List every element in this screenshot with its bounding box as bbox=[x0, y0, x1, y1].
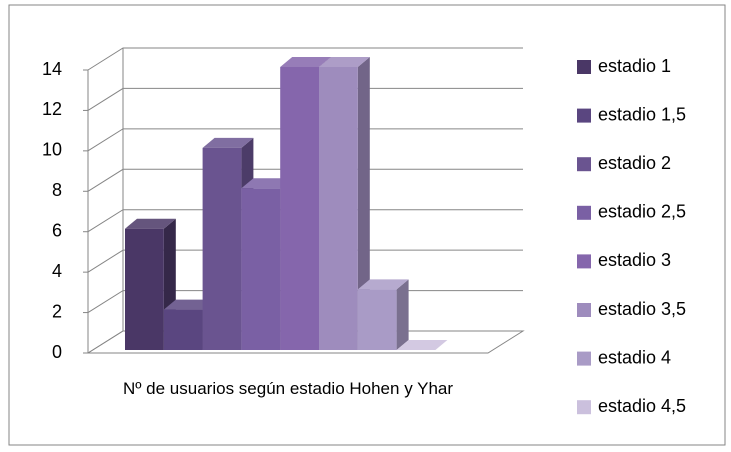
legend-label: estadio 4,5 bbox=[598, 396, 686, 416]
bar bbox=[396, 340, 448, 350]
y-tick-label: 10 bbox=[42, 140, 62, 160]
legend-swatch bbox=[577, 303, 591, 317]
x-category-label: Nº de usuarios según estadio Hohen y Yha… bbox=[122, 379, 454, 398]
legend-swatch bbox=[577, 400, 591, 415]
bar-top bbox=[125, 218, 176, 229]
legend-label: estadio 2 bbox=[598, 153, 671, 173]
legend-swatch bbox=[577, 254, 591, 269]
bar-top bbox=[319, 57, 370, 67]
bar-top bbox=[241, 178, 293, 189]
y-tick-label: 2 bbox=[52, 301, 62, 321]
bar bbox=[357, 279, 409, 350]
bar-top bbox=[396, 340, 448, 350]
y-tick-label: 14 bbox=[42, 59, 62, 79]
bar-front bbox=[357, 289, 397, 350]
legend-label: estadio 3,5 bbox=[598, 299, 686, 319]
legend-label: estadio 1 bbox=[598, 56, 671, 76]
legend-label: estadio 2,5 bbox=[598, 202, 686, 222]
bar-top bbox=[357, 279, 409, 290]
bar-top bbox=[280, 57, 331, 67]
grid-line bbox=[87, 168, 523, 192]
grid-line bbox=[87, 87, 523, 111]
bar-top bbox=[163, 299, 215, 310]
y-tick-label: 12 bbox=[42, 99, 62, 119]
legend-label: estadio 4 bbox=[598, 347, 671, 367]
bar-front bbox=[125, 228, 164, 350]
y-tick-label: 6 bbox=[52, 220, 62, 240]
grid-line bbox=[87, 249, 523, 273]
legend-swatch bbox=[577, 108, 591, 123]
y-tick-label: 4 bbox=[52, 261, 62, 281]
grid-line bbox=[87, 128, 523, 152]
bar-front bbox=[280, 67, 319, 350]
category-label-box: Nº de usuarios según estadio Hohen y Yha… bbox=[122, 379, 454, 398]
bar-top bbox=[202, 137, 254, 148]
grid-line bbox=[87, 47, 523, 71]
bar-side bbox=[357, 57, 370, 350]
bar-side bbox=[396, 279, 409, 350]
y-tick-label: 0 bbox=[52, 342, 62, 362]
legend-swatch bbox=[577, 157, 591, 172]
bar bbox=[319, 57, 370, 350]
grid-line bbox=[87, 209, 523, 233]
bar-front bbox=[319, 67, 358, 350]
bar-front bbox=[202, 147, 242, 350]
bar-front bbox=[163, 309, 203, 350]
legend-label: estadio 1,5 bbox=[598, 104, 686, 124]
y-tick-label: 8 bbox=[52, 180, 62, 200]
legend-swatch bbox=[577, 351, 591, 366]
legend-swatch bbox=[577, 60, 591, 74]
legend-swatch bbox=[577, 205, 591, 220]
legend-label: estadio 3 bbox=[598, 250, 671, 270]
bar-front bbox=[241, 188, 281, 350]
